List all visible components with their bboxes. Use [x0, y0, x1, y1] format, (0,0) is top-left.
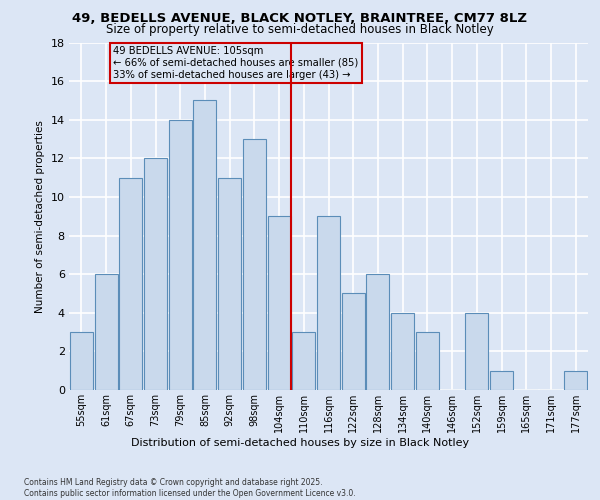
Bar	[193, 100, 217, 390]
Bar	[119, 178, 142, 390]
Bar	[465, 313, 488, 390]
Text: 49, BEDELLS AVENUE, BLACK NOTLEY, BRAINTREE, CM77 8LZ: 49, BEDELLS AVENUE, BLACK NOTLEY, BRAINT…	[73, 12, 527, 26]
Bar	[342, 294, 365, 390]
Bar	[70, 332, 93, 390]
Text: Size of property relative to semi-detached houses in Black Notley: Size of property relative to semi-detach…	[106, 22, 494, 36]
Bar	[367, 274, 389, 390]
Text: Contains HM Land Registry data © Crown copyright and database right 2025.
Contai: Contains HM Land Registry data © Crown c…	[24, 478, 356, 498]
Bar	[169, 120, 192, 390]
Bar	[218, 178, 241, 390]
Bar	[416, 332, 439, 390]
Bar	[317, 216, 340, 390]
Y-axis label: Number of semi-detached properties: Number of semi-detached properties	[35, 120, 45, 312]
Text: Distribution of semi-detached houses by size in Black Notley: Distribution of semi-detached houses by …	[131, 438, 469, 448]
Bar	[268, 216, 290, 390]
Bar	[292, 332, 315, 390]
Bar	[95, 274, 118, 390]
Bar	[144, 158, 167, 390]
Bar	[243, 139, 266, 390]
Bar	[391, 313, 414, 390]
Bar	[490, 370, 513, 390]
Bar	[564, 370, 587, 390]
Text: 49 BEDELLS AVENUE: 105sqm
← 66% of semi-detached houses are smaller (85)
33% of : 49 BEDELLS AVENUE: 105sqm ← 66% of semi-…	[113, 46, 359, 80]
